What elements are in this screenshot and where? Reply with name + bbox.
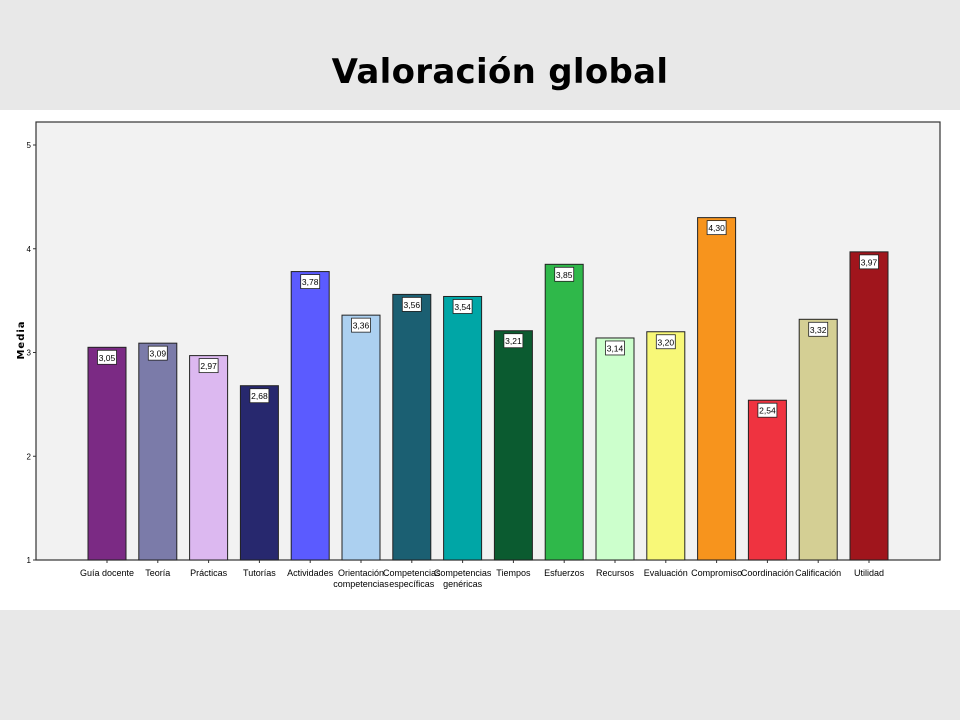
- y-tick-label: 5: [27, 141, 32, 150]
- bar: [87, 346, 127, 561]
- value-label-box: [554, 266, 575, 282]
- bar: [697, 217, 737, 561]
- value-label: 3,78: [302, 277, 319, 287]
- y-axis-title: Media: [16, 320, 27, 359]
- bar: [798, 318, 838, 561]
- bar: [138, 342, 178, 561]
- value-label-box: [401, 296, 422, 312]
- category-label: Tutorías: [243, 568, 276, 578]
- value-label-box: [605, 340, 625, 356]
- y-tick-label: 3: [27, 349, 32, 358]
- category-label: genéricas: [443, 579, 483, 589]
- value-label-box: [351, 317, 371, 333]
- category-label: Tiempos: [496, 568, 531, 578]
- value-label-box: [452, 299, 473, 314]
- value-label: 3,05: [99, 353, 116, 363]
- bar: [493, 330, 533, 561]
- category-label: Prácticas: [190, 568, 228, 578]
- slide-title: Valoración global: [331, 52, 669, 92]
- category-label: Teoría: [145, 568, 170, 578]
- category-label: Calificación: [795, 568, 841, 578]
- value-label: 3,32: [810, 325, 827, 335]
- value-label-box: [808, 321, 829, 337]
- category-label: Actividades: [287, 568, 334, 578]
- value-label: 3,14: [607, 343, 624, 353]
- value-label: 3,09: [150, 349, 167, 359]
- bar: [341, 314, 381, 561]
- value-label: 2,68: [251, 391, 268, 401]
- category-label: Evaluación: [644, 568, 688, 578]
- value-label: 2,97: [200, 361, 217, 371]
- bar: [239, 385, 279, 561]
- value-label-box: [198, 358, 219, 374]
- value-label: 2,54: [759, 406, 776, 416]
- category-label: Compromiso: [691, 568, 742, 578]
- category-label: Utilidad: [854, 568, 884, 578]
- category-label: Coordinación: [741, 568, 794, 578]
- plot-area: [35, 121, 941, 561]
- category-label: Recursos: [596, 568, 635, 578]
- y-axis: 1 2 3 4 5: [27, 141, 36, 565]
- value-labels: 3,05 3,09 2,97 2,68 3,78 3,36 3,56 3,54 3,21 3,85…: [97, 220, 879, 418]
- value-label-box: [503, 333, 524, 349]
- category-label: Esfuerzos: [544, 568, 585, 578]
- y-tick-label: 2: [27, 452, 32, 461]
- category-label: Orientación: [338, 568, 384, 578]
- category-label: Guía docente: [80, 568, 134, 578]
- category-label: competencias: [333, 579, 389, 589]
- bar: [290, 271, 330, 561]
- bars: [87, 217, 889, 561]
- value-label-box: [300, 274, 321, 289]
- value-label-box: [249, 388, 270, 404]
- bar: [392, 293, 432, 561]
- y-tick-label: 4: [27, 245, 32, 254]
- value-label: 3,56: [404, 300, 421, 310]
- value-label: 3,54: [454, 302, 471, 312]
- value-label-box: [655, 334, 676, 350]
- value-label: 4,30: [708, 223, 725, 233]
- bar: [189, 355, 229, 561]
- bar: [849, 251, 889, 561]
- value-label: 3,97: [861, 257, 878, 267]
- value-label-box: [757, 402, 778, 418]
- bar: [595, 337, 635, 561]
- category-labels: Guía docente Teoría Prácticas Tutorías Activ…: [80, 560, 884, 589]
- value-label-box: [147, 345, 168, 361]
- value-label: 3,21: [505, 336, 522, 346]
- category-label: Competencias: [434, 568, 492, 578]
- bar: [747, 399, 787, 561]
- value-label: 3,85: [556, 270, 573, 280]
- bar: [443, 295, 483, 561]
- bar: [544, 263, 584, 561]
- value-label-box: [706, 220, 727, 236]
- category-label: específicas: [389, 579, 435, 589]
- value-label: 3,36: [353, 321, 370, 331]
- value-label: 3,20: [658, 337, 675, 347]
- y-tick-label: 1: [27, 556, 32, 565]
- bar: [646, 331, 686, 561]
- value-label-box: [859, 254, 879, 270]
- value-label-box: [97, 349, 117, 365]
- category-label: Competencias: [383, 568, 441, 578]
